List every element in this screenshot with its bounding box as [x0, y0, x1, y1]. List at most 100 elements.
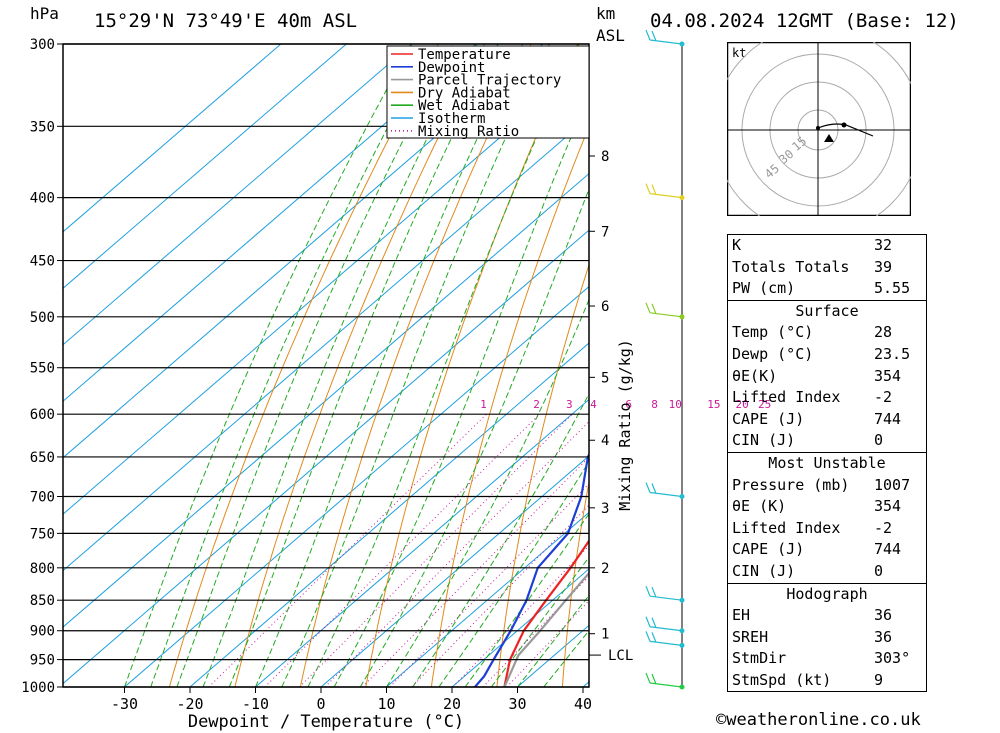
isotherm-line: [386, 511, 589, 687]
hodograph-origin: [816, 126, 820, 130]
pressure-tick-label: 400: [30, 191, 55, 207]
surface-title: Surface: [727, 299, 927, 323]
wet-adiabat-line: [150, 44, 433, 687]
surface-li-label: Lifted Index: [732, 388, 841, 407]
x-axis-title: Dewpoint / Temperature (°C): [188, 712, 464, 732]
site-credit-link[interactable]: ©weatheronline.co.uk: [716, 710, 921, 730]
km-tick-label: 8: [601, 149, 609, 165]
x-tick-label: 30: [508, 695, 526, 713]
surface-cape-value: 744: [874, 409, 902, 428]
row-tt: Totals Totals 39: [728, 257, 927, 279]
mu-cape-label: CAPE (J): [732, 540, 805, 559]
mixing-ratio-label: 4: [590, 398, 597, 411]
hodo-dir-label: StmDir: [732, 649, 787, 668]
legend-label: Isotherm: [418, 111, 485, 127]
mixing-ratio-line: [452, 545, 589, 687]
surface-theta-value: 354: [874, 366, 902, 385]
wet-adiabat-line: [255, 44, 524, 687]
station-location-title: 15°29'N 73°49'E 40m ASL: [94, 10, 358, 32]
mixing-ratio-line: [482, 575, 589, 687]
mixing-ratio-line: [362, 456, 589, 687]
pressure-tick-label: 950: [30, 653, 55, 669]
isotherm-line: [63, 44, 413, 346]
height-unit-asl: ASL: [596, 26, 625, 45]
surface-li-value: -2: [874, 388, 893, 407]
isotherm-line: [63, 116, 589, 572]
mu-theta-value: 354: [874, 497, 902, 516]
isotherm-line: [63, 44, 544, 459]
legend-box: [386, 45, 590, 139]
wind-barb: [645, 29, 683, 45]
mixing-ratio-line: [264, 413, 540, 687]
hodo-spd-value: 9: [874, 670, 884, 689]
km-tick-label: 7: [601, 224, 609, 240]
pressure-tick-label: 550: [30, 361, 55, 377]
x-tick-label: 40: [574, 695, 592, 713]
km-tick-label: 3: [601, 501, 609, 517]
km-tick-label: 2: [601, 561, 609, 577]
dry-adiabat-line: [941, 44, 995, 687]
k-value: 32: [874, 236, 893, 254]
mu-theta-label: θE (K): [732, 497, 787, 516]
hodo-dir-value: 303°: [874, 649, 911, 668]
pressure-tick-label: 850: [30, 593, 55, 609]
surface-temp-value: 28: [874, 323, 893, 342]
surface-theta-label: θE(K): [732, 366, 778, 385]
km-tick-label: 5: [601, 370, 609, 386]
dry-adiabat-line: [430, 125, 589, 687]
hodo-eh-label: EH: [732, 606, 751, 625]
surface-cape-label: CAPE (J): [732, 409, 805, 428]
dry-adiabat-line: [561, 479, 589, 687]
isotherm-line: [63, 229, 589, 685]
wet-adiabat-line: [307, 44, 580, 687]
wet-adiabat-line: [124, 44, 413, 687]
km-tick-label: 1: [601, 627, 609, 643]
mixing-ratio-line: [208, 413, 487, 687]
mixing-ratio-label: 8: [651, 398, 658, 411]
x-tick-label: -20: [176, 695, 203, 713]
wet-adiabat-line: [517, 594, 589, 687]
wet-adiabat-line: [464, 512, 589, 687]
tt-value: 39: [874, 257, 893, 276]
legend-label: Parcel Trajectory: [418, 73, 561, 89]
mixing-ratio-label: 3: [566, 398, 573, 411]
pw-value: 5.55: [874, 279, 911, 298]
km-tick-label: 4: [601, 433, 609, 449]
mu-pressure-label: Pressure (mb): [732, 475, 850, 494]
hodo-spd-label: StmSpd (kt): [732, 670, 832, 689]
wind-barb: [645, 672, 683, 688]
height-unit-km: km: [596, 4, 616, 23]
profile-dewpoint: [474, 452, 589, 687]
x-tick-label: -10: [242, 695, 269, 713]
legend-label: Temperature: [418, 47, 511, 63]
storm-motion-marker: [824, 134, 834, 142]
mu-title: Most Unstable: [727, 451, 927, 475]
hodograph-unit: kt: [732, 46, 746, 60]
pressure-tick-label: 800: [30, 561, 55, 577]
profile-temperature: [503, 539, 589, 687]
mixing-ratio-label: 6: [625, 398, 632, 411]
indices-table: K 32 Totals Totals 39 PW (cm) 5.55 Surface …: [727, 234, 927, 693]
pressure-tick-label: 500: [30, 310, 55, 326]
wet-adiabat-line: [228, 44, 499, 687]
mu-cin-value: 0: [874, 561, 884, 580]
wind-barb: [645, 631, 683, 646]
lcl-label: LCL: [608, 648, 633, 664]
mixing-ratio-label: 10: [669, 398, 682, 411]
isotherm-line: [255, 398, 589, 687]
mu-cape-value: 744: [874, 540, 902, 559]
mixing-ratio-label: 20: [736, 398, 749, 411]
wet-adiabat-line: [412, 392, 589, 687]
wind-barb: [645, 302, 683, 318]
pressure-tick-label: 650: [30, 450, 55, 466]
pressure-tick-label: 1000: [21, 680, 55, 696]
isotherm-line: [451, 568, 589, 687]
plot-frame: [62, 43, 590, 688]
mixing-ratio-label: 1: [480, 398, 487, 411]
row-k: K 32: [728, 235, 927, 257]
row-pw: PW (cm) 5.55: [728, 278, 927, 300]
pressure-tick-label: 450: [30, 254, 55, 270]
legend-label: Dewpoint: [418, 60, 485, 76]
hodograph-point: [841, 122, 847, 128]
